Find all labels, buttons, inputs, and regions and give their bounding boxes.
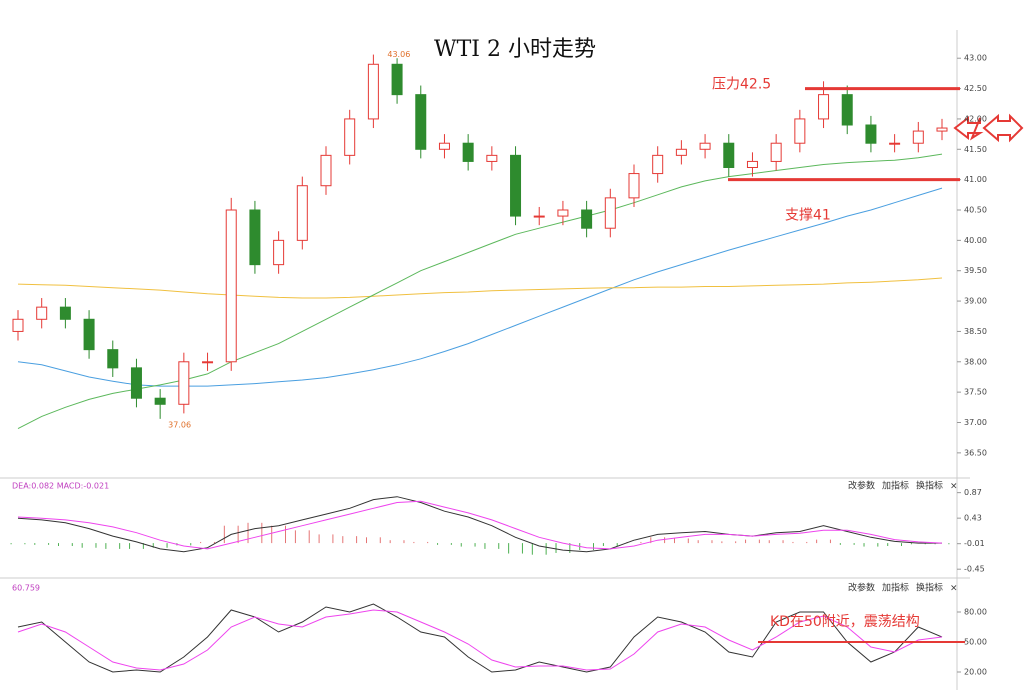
candle-body	[486, 154, 498, 162]
panel-button[interactable]: 换指标	[916, 480, 943, 492]
candle-body	[59, 306, 71, 320]
panel-button[interactable]: ×	[950, 584, 958, 594]
candle-body	[746, 160, 758, 169]
candle-body	[107, 349, 119, 369]
chart-title: WTI 2 小时走势	[434, 37, 596, 62]
indicator-header: DEA:0.082 MACD:-0.021	[12, 482, 109, 491]
y-tick-label: 42.50	[964, 84, 987, 93]
candle-body	[510, 154, 522, 217]
y-tick-label: 37.00	[964, 418, 987, 427]
y-tick-label: 20.00	[964, 668, 987, 677]
y-tick-label: 40.00	[964, 236, 987, 245]
y-tick-label: 39.50	[964, 266, 987, 275]
y-tick-label: 0.43	[964, 514, 982, 523]
candle-body	[344, 118, 356, 156]
panel-button[interactable]: 换指标	[916, 582, 943, 594]
candle-body	[320, 154, 332, 187]
candle-body	[391, 63, 403, 96]
y-tick-label: 41.50	[964, 145, 987, 154]
macd-line	[17, 496, 942, 553]
y-tick-label: 40.50	[964, 206, 987, 215]
candle-body	[178, 361, 190, 405]
candle-body	[130, 367, 142, 399]
kd-line	[17, 609, 943, 671]
candle-body	[415, 94, 427, 150]
candle-body	[794, 118, 806, 144]
panel-button[interactable]: 加指标	[882, 480, 909, 492]
annotation: KD在50附近，震荡结构	[770, 614, 920, 630]
candle-body	[12, 318, 24, 332]
panel-button[interactable]: 改参数	[848, 582, 875, 594]
candle-body	[699, 142, 711, 150]
candle-body	[818, 94, 830, 120]
y-tick-label: 36.50	[964, 448, 987, 457]
y-tick-label: 38.50	[964, 327, 987, 336]
candle-body	[723, 142, 735, 168]
candle-body	[225, 209, 237, 363]
high-label: 43.06	[387, 50, 410, 59]
candle-body	[557, 209, 569, 217]
candle-body	[936, 127, 948, 132]
candle-body	[675, 148, 687, 156]
y-tick-label: -0.45	[964, 565, 985, 574]
y-tick-label: 41.00	[964, 175, 987, 184]
y-tick-label: 42.00	[964, 114, 987, 123]
kd-line	[17, 603, 943, 673]
y-tick-label: 38.00	[964, 357, 987, 366]
candle-body	[273, 239, 285, 266]
y-tick-label: 37.50	[964, 388, 987, 397]
candle-body	[581, 209, 593, 229]
y-tick-label: 43.00	[964, 54, 987, 63]
panel-button[interactable]: 加指标	[882, 582, 909, 594]
candle-body	[438, 142, 450, 150]
candle-body	[462, 142, 474, 162]
candle-body	[604, 197, 616, 229]
annotation: 支撑41	[785, 208, 831, 224]
candle-body	[296, 185, 308, 241]
candle-body	[367, 63, 379, 120]
y-tick-label: 50.00	[964, 638, 987, 647]
y-tick-label: 0.87	[964, 488, 982, 497]
macd-line	[17, 500, 943, 550]
candle-body	[652, 154, 664, 175]
candle-body	[36, 306, 48, 320]
panel-button[interactable]: ×	[950, 482, 958, 492]
annotation: 压力42.5	[712, 77, 771, 93]
panel-button[interactable]: 改参数	[848, 480, 875, 492]
candle-body	[889, 142, 901, 145]
moving-average	[17, 277, 943, 299]
candle-body	[912, 130, 924, 144]
candle-body	[202, 361, 214, 364]
arrow-icon	[953, 115, 984, 141]
candle-body	[770, 142, 782, 162]
candle-body	[154, 397, 166, 405]
candle-body	[628, 173, 640, 199]
candle-body	[83, 318, 95, 351]
y-tick-label: 39.00	[964, 297, 987, 306]
y-tick-label: -0.01	[964, 539, 985, 548]
candle-body	[249, 209, 261, 266]
arrow-icon	[982, 113, 1024, 143]
low-label: 37.06	[168, 420, 191, 429]
candle-body	[865, 124, 877, 144]
candle-body	[533, 215, 545, 218]
y-tick-label: 80.00	[964, 608, 987, 617]
candle-body	[841, 94, 853, 126]
moving-average	[17, 187, 943, 387]
indicator-header: 60.759	[12, 584, 40, 593]
moving-average	[17, 153, 943, 430]
